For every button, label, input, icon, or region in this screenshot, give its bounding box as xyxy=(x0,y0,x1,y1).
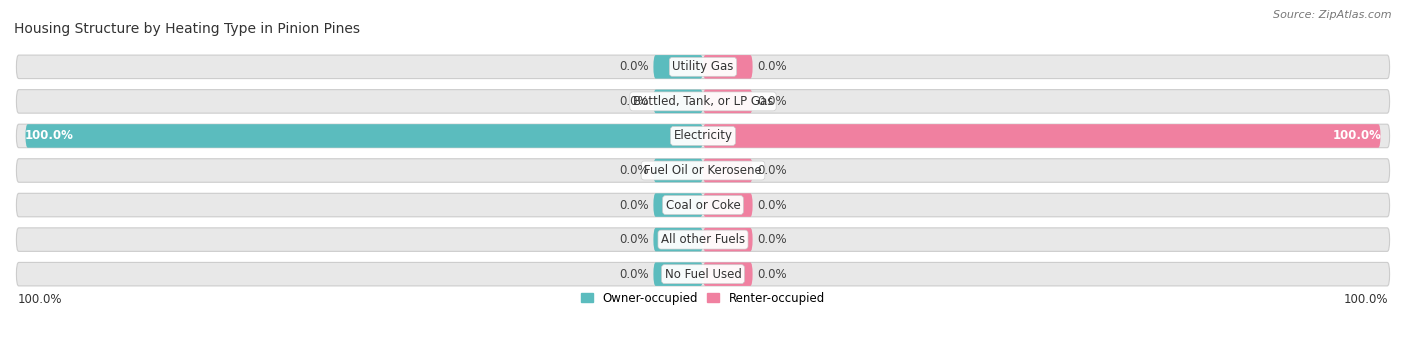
Text: All other Fuels: All other Fuels xyxy=(661,233,745,246)
Text: 0.0%: 0.0% xyxy=(758,60,787,73)
Text: 0.0%: 0.0% xyxy=(619,198,648,211)
Text: 0.0%: 0.0% xyxy=(619,95,648,108)
Text: 0.0%: 0.0% xyxy=(619,233,648,246)
Text: 0.0%: 0.0% xyxy=(619,268,648,281)
Text: 0.0%: 0.0% xyxy=(758,95,787,108)
FancyBboxPatch shape xyxy=(17,193,1389,217)
FancyBboxPatch shape xyxy=(703,228,752,251)
Text: Coal or Coke: Coal or Coke xyxy=(665,198,741,211)
Text: No Fuel Used: No Fuel Used xyxy=(665,268,741,281)
FancyBboxPatch shape xyxy=(654,263,703,286)
FancyBboxPatch shape xyxy=(654,159,703,182)
FancyBboxPatch shape xyxy=(654,228,703,251)
Text: Fuel Oil or Kerosene: Fuel Oil or Kerosene xyxy=(644,164,762,177)
FancyBboxPatch shape xyxy=(703,263,752,286)
Text: 0.0%: 0.0% xyxy=(758,233,787,246)
FancyBboxPatch shape xyxy=(654,55,703,78)
Text: 100.0%: 100.0% xyxy=(1344,293,1389,306)
Text: 0.0%: 0.0% xyxy=(619,164,648,177)
FancyBboxPatch shape xyxy=(17,55,1389,78)
FancyBboxPatch shape xyxy=(25,124,703,148)
Text: Bottled, Tank, or LP Gas: Bottled, Tank, or LP Gas xyxy=(633,95,773,108)
Text: 0.0%: 0.0% xyxy=(758,268,787,281)
FancyBboxPatch shape xyxy=(17,124,1389,148)
Text: 0.0%: 0.0% xyxy=(758,164,787,177)
Text: Source: ZipAtlas.com: Source: ZipAtlas.com xyxy=(1274,10,1392,20)
FancyBboxPatch shape xyxy=(703,159,752,182)
FancyBboxPatch shape xyxy=(703,90,752,113)
Text: 100.0%: 100.0% xyxy=(1333,130,1382,143)
FancyBboxPatch shape xyxy=(654,90,703,113)
FancyBboxPatch shape xyxy=(17,159,1389,182)
FancyBboxPatch shape xyxy=(654,193,703,217)
FancyBboxPatch shape xyxy=(703,124,1381,148)
Text: Utility Gas: Utility Gas xyxy=(672,60,734,73)
Legend: Owner-occupied, Renter-occupied: Owner-occupied, Renter-occupied xyxy=(581,292,825,305)
FancyBboxPatch shape xyxy=(703,55,752,78)
Text: Electricity: Electricity xyxy=(673,130,733,143)
FancyBboxPatch shape xyxy=(17,263,1389,286)
FancyBboxPatch shape xyxy=(703,193,752,217)
Text: 100.0%: 100.0% xyxy=(24,130,73,143)
Text: 0.0%: 0.0% xyxy=(758,198,787,211)
Text: 100.0%: 100.0% xyxy=(17,293,62,306)
Text: 0.0%: 0.0% xyxy=(619,60,648,73)
FancyBboxPatch shape xyxy=(17,228,1389,251)
Text: Housing Structure by Heating Type in Pinion Pines: Housing Structure by Heating Type in Pin… xyxy=(14,22,360,36)
FancyBboxPatch shape xyxy=(17,90,1389,113)
